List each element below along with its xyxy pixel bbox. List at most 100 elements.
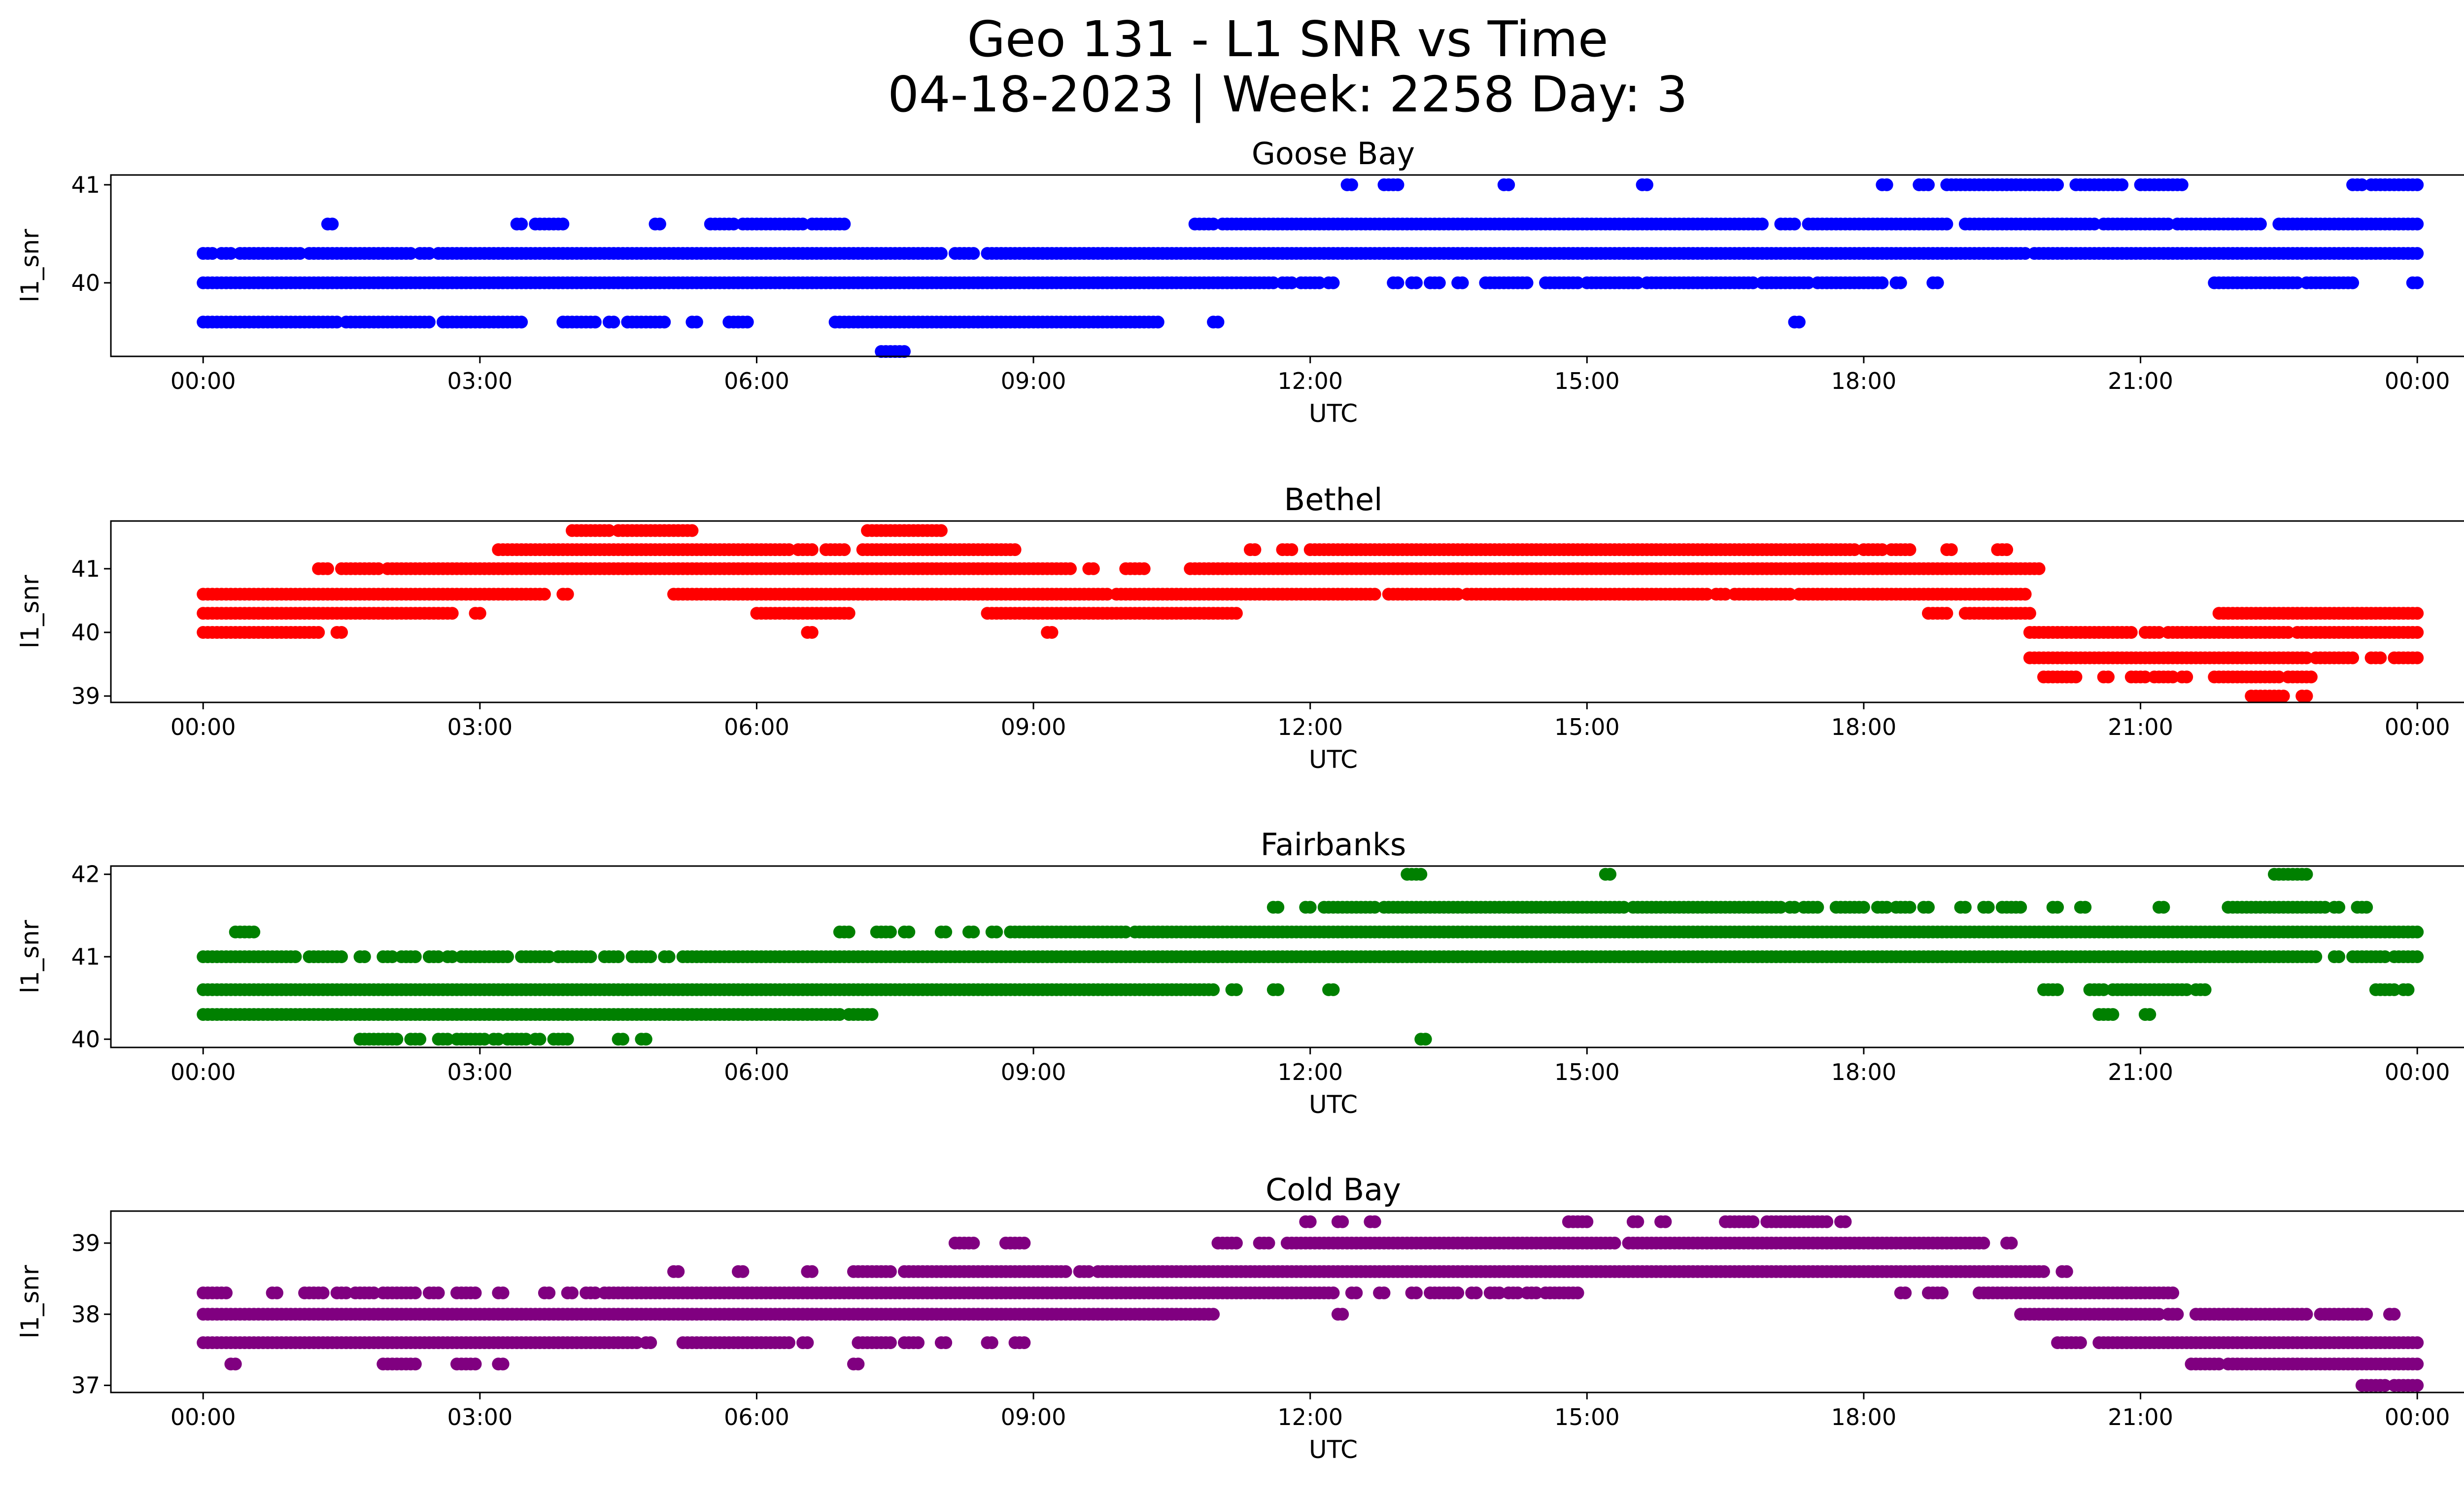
data-point: [409, 1286, 422, 1299]
data-point: [838, 217, 851, 231]
data-point: [1580, 1215, 1594, 1228]
data-point: [1271, 901, 1285, 914]
y-axis-label: l1_snr: [16, 575, 44, 648]
data-point: [2124, 626, 2138, 639]
data-point: [2300, 690, 2313, 703]
data-point: [658, 315, 671, 329]
data-point: [1811, 901, 1824, 914]
data-point: [1262, 1236, 1275, 1250]
data-point: [312, 626, 325, 639]
data-point: [501, 950, 514, 963]
series-cold-bay: [197, 1215, 2424, 1392]
data-point: [469, 1286, 482, 1299]
data-point: [1571, 276, 1584, 289]
data-point: [2051, 983, 2064, 996]
data-point: [662, 950, 676, 963]
data-point: [2411, 626, 2424, 639]
data-point: [1977, 1236, 1990, 1250]
data-point: [967, 1236, 980, 1250]
data-point: [1303, 1215, 1317, 1228]
data-point: [1345, 178, 1358, 191]
data-point: [1802, 276, 1815, 289]
data-point: [1207, 983, 1220, 996]
data-point: [1746, 276, 1760, 289]
data-point: [2000, 543, 2014, 556]
data-point: [316, 1286, 330, 1299]
data-point: [2180, 670, 2193, 684]
data-point: [1414, 868, 1428, 881]
data-point: [2401, 983, 2415, 996]
plot-frame: [110, 174, 2464, 357]
data-point: [289, 950, 302, 963]
data-point: [1876, 276, 1889, 289]
data-point: [1336, 1215, 1349, 1228]
data-point: [2411, 950, 2424, 963]
data-point: [2332, 950, 2346, 963]
data-point: [1313, 276, 1326, 289]
data-point: [247, 925, 261, 939]
data-point: [1792, 315, 1806, 329]
data-point: [1502, 178, 1515, 191]
data-point: [515, 315, 528, 329]
data-point: [1631, 1215, 1644, 1228]
data-point: [690, 315, 703, 329]
data-point: [967, 925, 980, 939]
data-point: [1230, 607, 1243, 620]
data-point: [2291, 276, 2304, 289]
data-point: [902, 925, 916, 939]
x-axis-label: UTC: [1309, 1090, 1358, 1119]
data-point: [271, 1286, 283, 1299]
data-point: [1903, 901, 1916, 914]
data-point: [1631, 276, 1644, 289]
data-point: [543, 1286, 556, 1299]
data-point: [2411, 276, 2424, 289]
data-point: [884, 1265, 897, 1278]
data-point: [1018, 1236, 1031, 1250]
data-point: [326, 217, 339, 231]
x-tick-label: 06:00: [724, 1059, 789, 1085]
data-point: [990, 925, 1003, 939]
data-point: [330, 315, 343, 329]
x-tick-label: 00:00: [171, 1059, 236, 1085]
y-tick-label: 40: [71, 270, 100, 296]
data-point: [2277, 690, 2290, 703]
x-tick-label: 18:00: [1831, 714, 1897, 740]
data-point: [358, 950, 371, 963]
x-tick-label: 00:00: [171, 714, 236, 740]
panel-goose-bay: 00:00 03:00 06:00 09:00 12:00 15:00 18:00 21:00…: [16, 136, 2464, 428]
data-point: [1604, 868, 1617, 881]
data-point: [1303, 901, 1317, 914]
panel-title: Bethel: [1284, 482, 1383, 518]
data-point: [805, 626, 819, 639]
data-point: [2198, 983, 2212, 996]
data-point: [2069, 670, 2083, 684]
data-point: [644, 950, 657, 963]
data-point: [2032, 562, 2046, 575]
x-tick-label: 03:00: [447, 1059, 513, 1085]
data-point: [639, 1033, 652, 1046]
y-tick-label: 41: [71, 943, 100, 970]
data-point: [805, 543, 819, 556]
data-point: [205, 247, 219, 260]
data-point: [727, 217, 740, 231]
data-point: [224, 247, 238, 260]
data-point: [1230, 1236, 1243, 1250]
data-point: [2051, 178, 2064, 191]
data-point: [2023, 607, 2036, 620]
data-point: [616, 1033, 629, 1046]
data-point: [1064, 562, 1077, 575]
panel-title: Fairbanks: [1261, 827, 1406, 863]
x-tick-label: 03:00: [447, 714, 513, 740]
data-point: [561, 1033, 574, 1046]
data-point: [566, 1286, 579, 1299]
data-point: [1903, 543, 1916, 556]
panel-fairbanks: 00:00 03:00 06:00 09:00 12:00 15:00 18:00 21:00…: [16, 827, 2464, 1119]
data-point: [2332, 901, 2346, 914]
data-point: [1456, 276, 1469, 289]
data-point: [1391, 178, 1404, 191]
y-axis-label: l1_snr: [16, 229, 44, 302]
data-point: [2309, 950, 2323, 963]
data-point: [445, 607, 459, 620]
x-tick-label: 21:00: [2108, 714, 2173, 740]
data-point: [1659, 1215, 1672, 1228]
